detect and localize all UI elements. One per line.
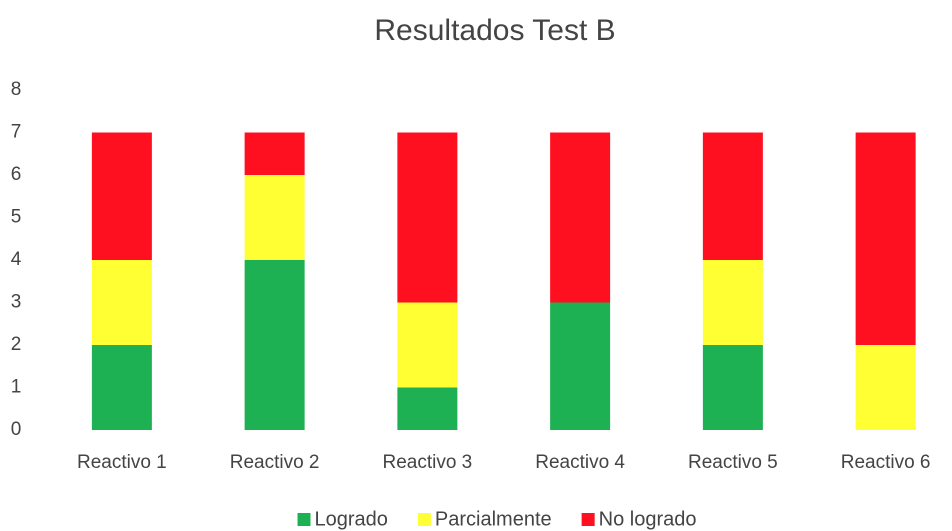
legend-swatch bbox=[417, 513, 431, 526]
x-tick-label: Reactivo 1 bbox=[77, 452, 167, 473]
chart-title: Resultados Test B bbox=[374, 14, 615, 47]
bar-segment bbox=[91, 132, 152, 260]
bar-segment bbox=[702, 345, 763, 430]
bar-segment bbox=[550, 302, 611, 430]
bar-segment bbox=[855, 345, 916, 430]
y-tick-label: 0 bbox=[11, 419, 22, 440]
bar-segment bbox=[397, 387, 458, 430]
legend-swatch bbox=[581, 513, 595, 526]
y-tick-label: 2 bbox=[11, 334, 22, 355]
y-tick-label: 3 bbox=[11, 292, 22, 313]
x-tick-label: Reactivo 2 bbox=[230, 452, 320, 473]
y-tick-label: 1 bbox=[11, 377, 22, 398]
bar-segment bbox=[244, 175, 305, 260]
bar-segment bbox=[91, 345, 152, 430]
y-tick-label: 5 bbox=[11, 207, 22, 228]
x-tick-label: Reactivo 3 bbox=[382, 452, 472, 473]
bar-segment bbox=[397, 132, 458, 303]
bar-segment bbox=[397, 302, 458, 388]
x-tick-label: Reactivo 6 bbox=[841, 452, 931, 473]
legend-label: No logrado bbox=[599, 508, 697, 530]
bar-segment bbox=[702, 132, 763, 260]
bar-segment bbox=[244, 260, 305, 430]
y-tick-label: 6 bbox=[11, 164, 22, 185]
bar-segment bbox=[855, 132, 916, 345]
y-tick-label: 4 bbox=[11, 249, 22, 270]
y-tick-label: 8 bbox=[11, 79, 22, 100]
legend-label: Logrado bbox=[315, 508, 388, 530]
x-tick-label: Reactivo 5 bbox=[688, 452, 778, 473]
legend-label: Parcialmente bbox=[435, 508, 552, 530]
bar-segment bbox=[702, 260, 763, 345]
y-tick-label: 7 bbox=[11, 122, 22, 143]
x-tick-label: Reactivo 4 bbox=[535, 452, 625, 473]
bar-segment bbox=[244, 132, 305, 175]
bar-segment bbox=[91, 260, 152, 345]
legend-swatch bbox=[297, 513, 311, 526]
bar-segment bbox=[550, 132, 611, 303]
